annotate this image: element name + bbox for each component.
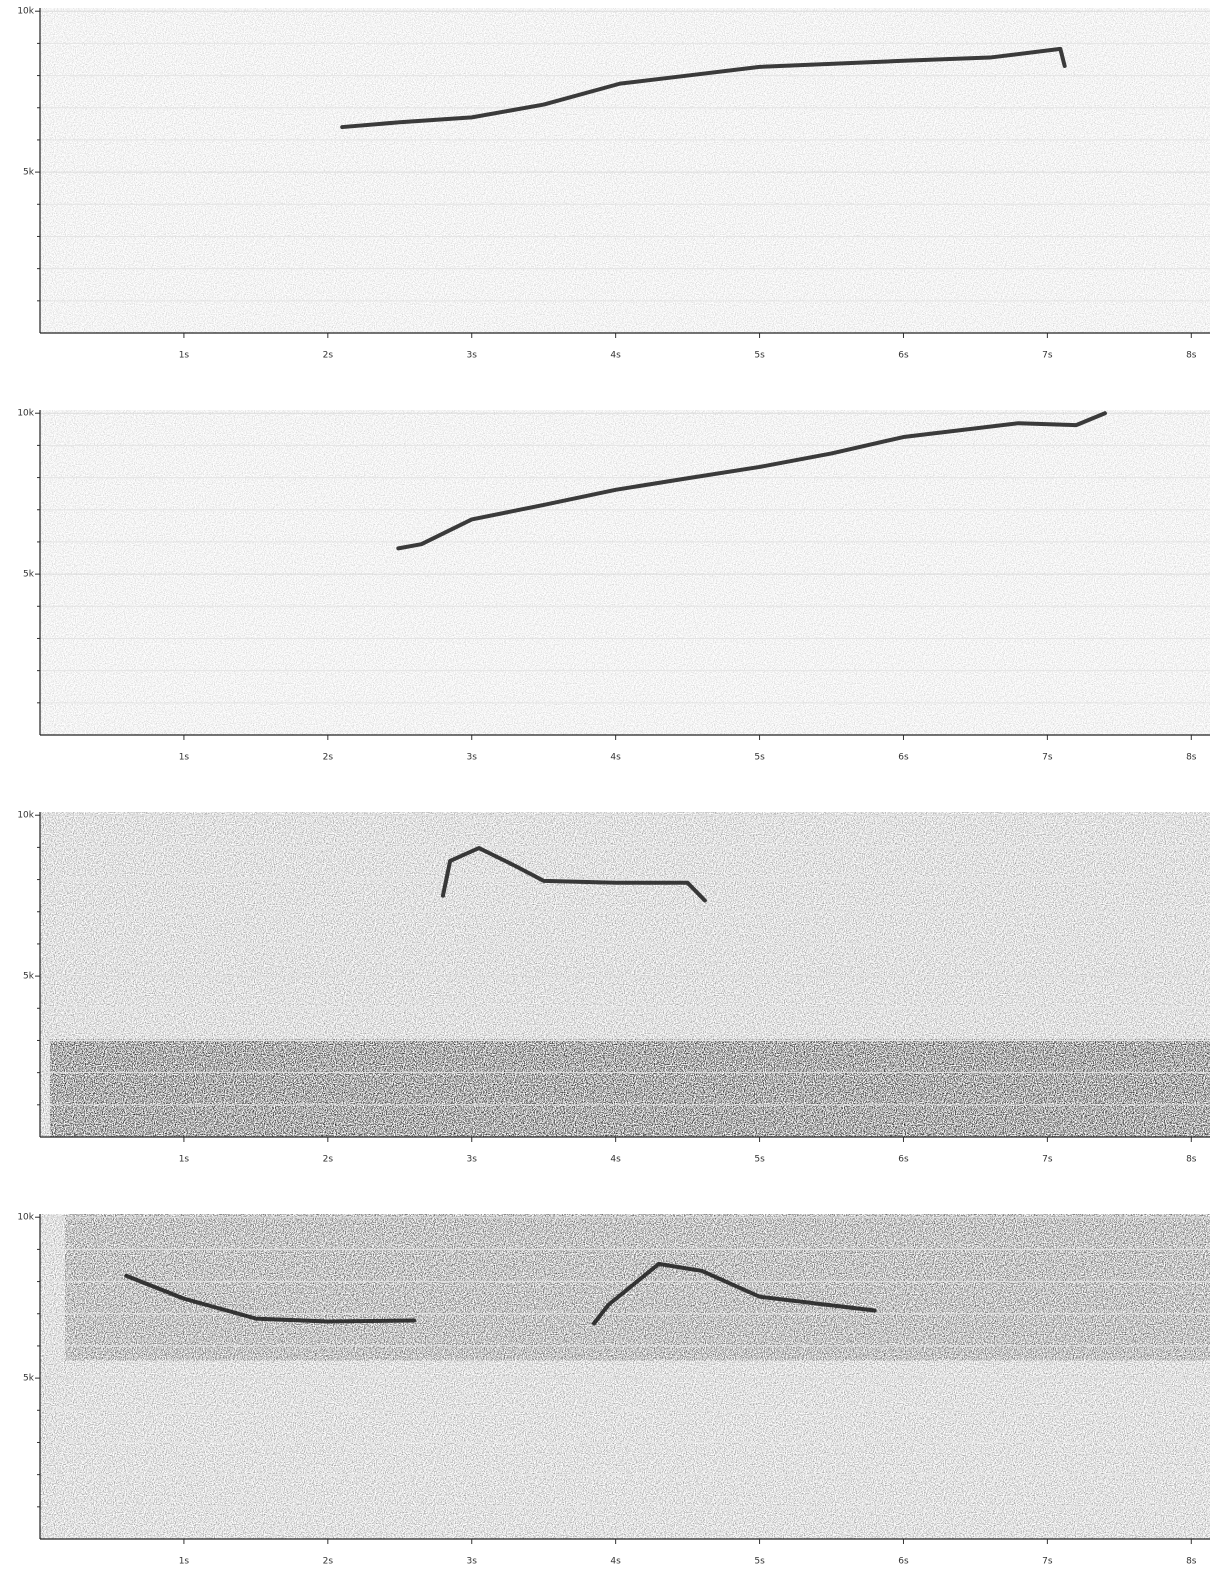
whistle-trace (440, 846, 707, 903)
x-tick-label: 3s (467, 1557, 478, 1567)
x-tick-label: 6s (898, 1557, 909, 1567)
x-tick-label: 7s (1042, 351, 1053, 361)
x-tick-label: 4s (610, 351, 621, 361)
y-tick-label: 5k (23, 570, 35, 580)
x-tick-label: 3s (467, 351, 478, 361)
y-tick-label: 10k (17, 1213, 34, 1223)
x-tick-label: 7s (1042, 1557, 1053, 1567)
noise-band (65, 1214, 1210, 1361)
y-tick-label: 5k (23, 1374, 35, 1384)
whistle-trace (396, 411, 1107, 551)
x-tick-label: 4s (610, 1557, 621, 1567)
x-tick-label: 7s (1042, 753, 1053, 763)
x-tick-label: 1s (179, 351, 190, 361)
x-tick-label: 5s (754, 1155, 765, 1165)
x-tick-label: 2s (323, 1557, 334, 1567)
x-tick-label: 6s (898, 753, 909, 763)
y-tick-label: 10k (17, 811, 34, 821)
x-tick-label: 1s (179, 1557, 190, 1567)
noise-band (50, 1039, 1210, 1137)
y-tick-label: 5k (23, 972, 35, 982)
x-tick-label: 8s (1186, 753, 1197, 763)
x-tick-label: 8s (1186, 1557, 1197, 1567)
x-tick-label: 8s (1186, 1155, 1197, 1165)
whistle-trace (340, 46, 1067, 130)
x-tick-label: 4s (610, 1155, 621, 1165)
y-tick-label: 10k (17, 7, 34, 17)
x-tick-label: 1s (179, 753, 190, 763)
x-tick-label: 2s (323, 351, 334, 361)
x-tick-label: 2s (323, 1155, 334, 1165)
noise-bg (40, 8, 1210, 333)
x-tick-label: 4s (610, 753, 621, 763)
y-tick-label: 10k (17, 409, 34, 419)
x-tick-label: 6s (898, 351, 909, 361)
x-tick-label: 3s (467, 1155, 478, 1165)
whistle-trace (124, 1261, 877, 1326)
x-tick-label: 5s (754, 753, 765, 763)
noise-bg (40, 410, 1210, 735)
x-tick-label: 2s (323, 753, 334, 763)
x-tick-label: 8s (1186, 351, 1197, 361)
x-tick-label: 5s (754, 1557, 765, 1567)
x-tick-label: 1s (179, 1155, 190, 1165)
x-tick-label: 3s (467, 753, 478, 763)
x-tick-label: 6s (898, 1155, 909, 1165)
y-tick-label: 5k (23, 168, 35, 178)
x-tick-label: 5s (754, 351, 765, 361)
x-tick-label: 7s (1042, 1155, 1053, 1165)
